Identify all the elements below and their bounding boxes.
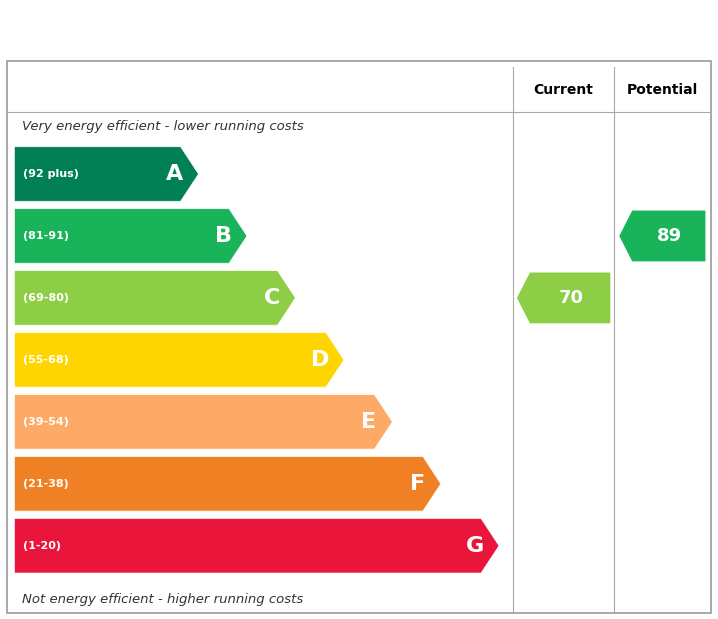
- Text: A: A: [166, 164, 184, 184]
- Text: B: B: [215, 226, 232, 246]
- Text: (55-68): (55-68): [23, 355, 69, 365]
- Text: Very energy efficient - lower running costs: Very energy efficient - lower running co…: [22, 119, 303, 132]
- Text: Not energy efficient - higher running costs: Not energy efficient - higher running co…: [22, 593, 303, 606]
- Polygon shape: [14, 394, 392, 449]
- Polygon shape: [14, 209, 247, 263]
- Text: (69-80): (69-80): [23, 293, 69, 303]
- Text: D: D: [311, 350, 330, 370]
- Polygon shape: [14, 457, 441, 511]
- Polygon shape: [517, 272, 610, 323]
- Polygon shape: [619, 210, 705, 261]
- Text: Current: Current: [533, 82, 594, 97]
- Text: (92 plus): (92 plus): [23, 169, 79, 179]
- Text: 70: 70: [559, 289, 583, 307]
- Text: G: G: [466, 536, 485, 556]
- Text: Potential: Potential: [627, 82, 698, 97]
- Text: (81-91): (81-91): [23, 231, 69, 241]
- Polygon shape: [14, 519, 499, 573]
- Text: (1-20): (1-20): [23, 541, 61, 551]
- Text: F: F: [409, 474, 425, 494]
- Polygon shape: [14, 332, 344, 387]
- Text: C: C: [264, 288, 280, 308]
- Text: Energy Efficiency Rating: Energy Efficiency Rating: [149, 14, 569, 42]
- Text: E: E: [361, 412, 376, 432]
- Text: (39-54): (39-54): [23, 417, 69, 427]
- Polygon shape: [14, 147, 198, 201]
- Text: (21-38): (21-38): [23, 479, 69, 489]
- Polygon shape: [14, 271, 296, 325]
- Text: 89: 89: [657, 227, 682, 245]
